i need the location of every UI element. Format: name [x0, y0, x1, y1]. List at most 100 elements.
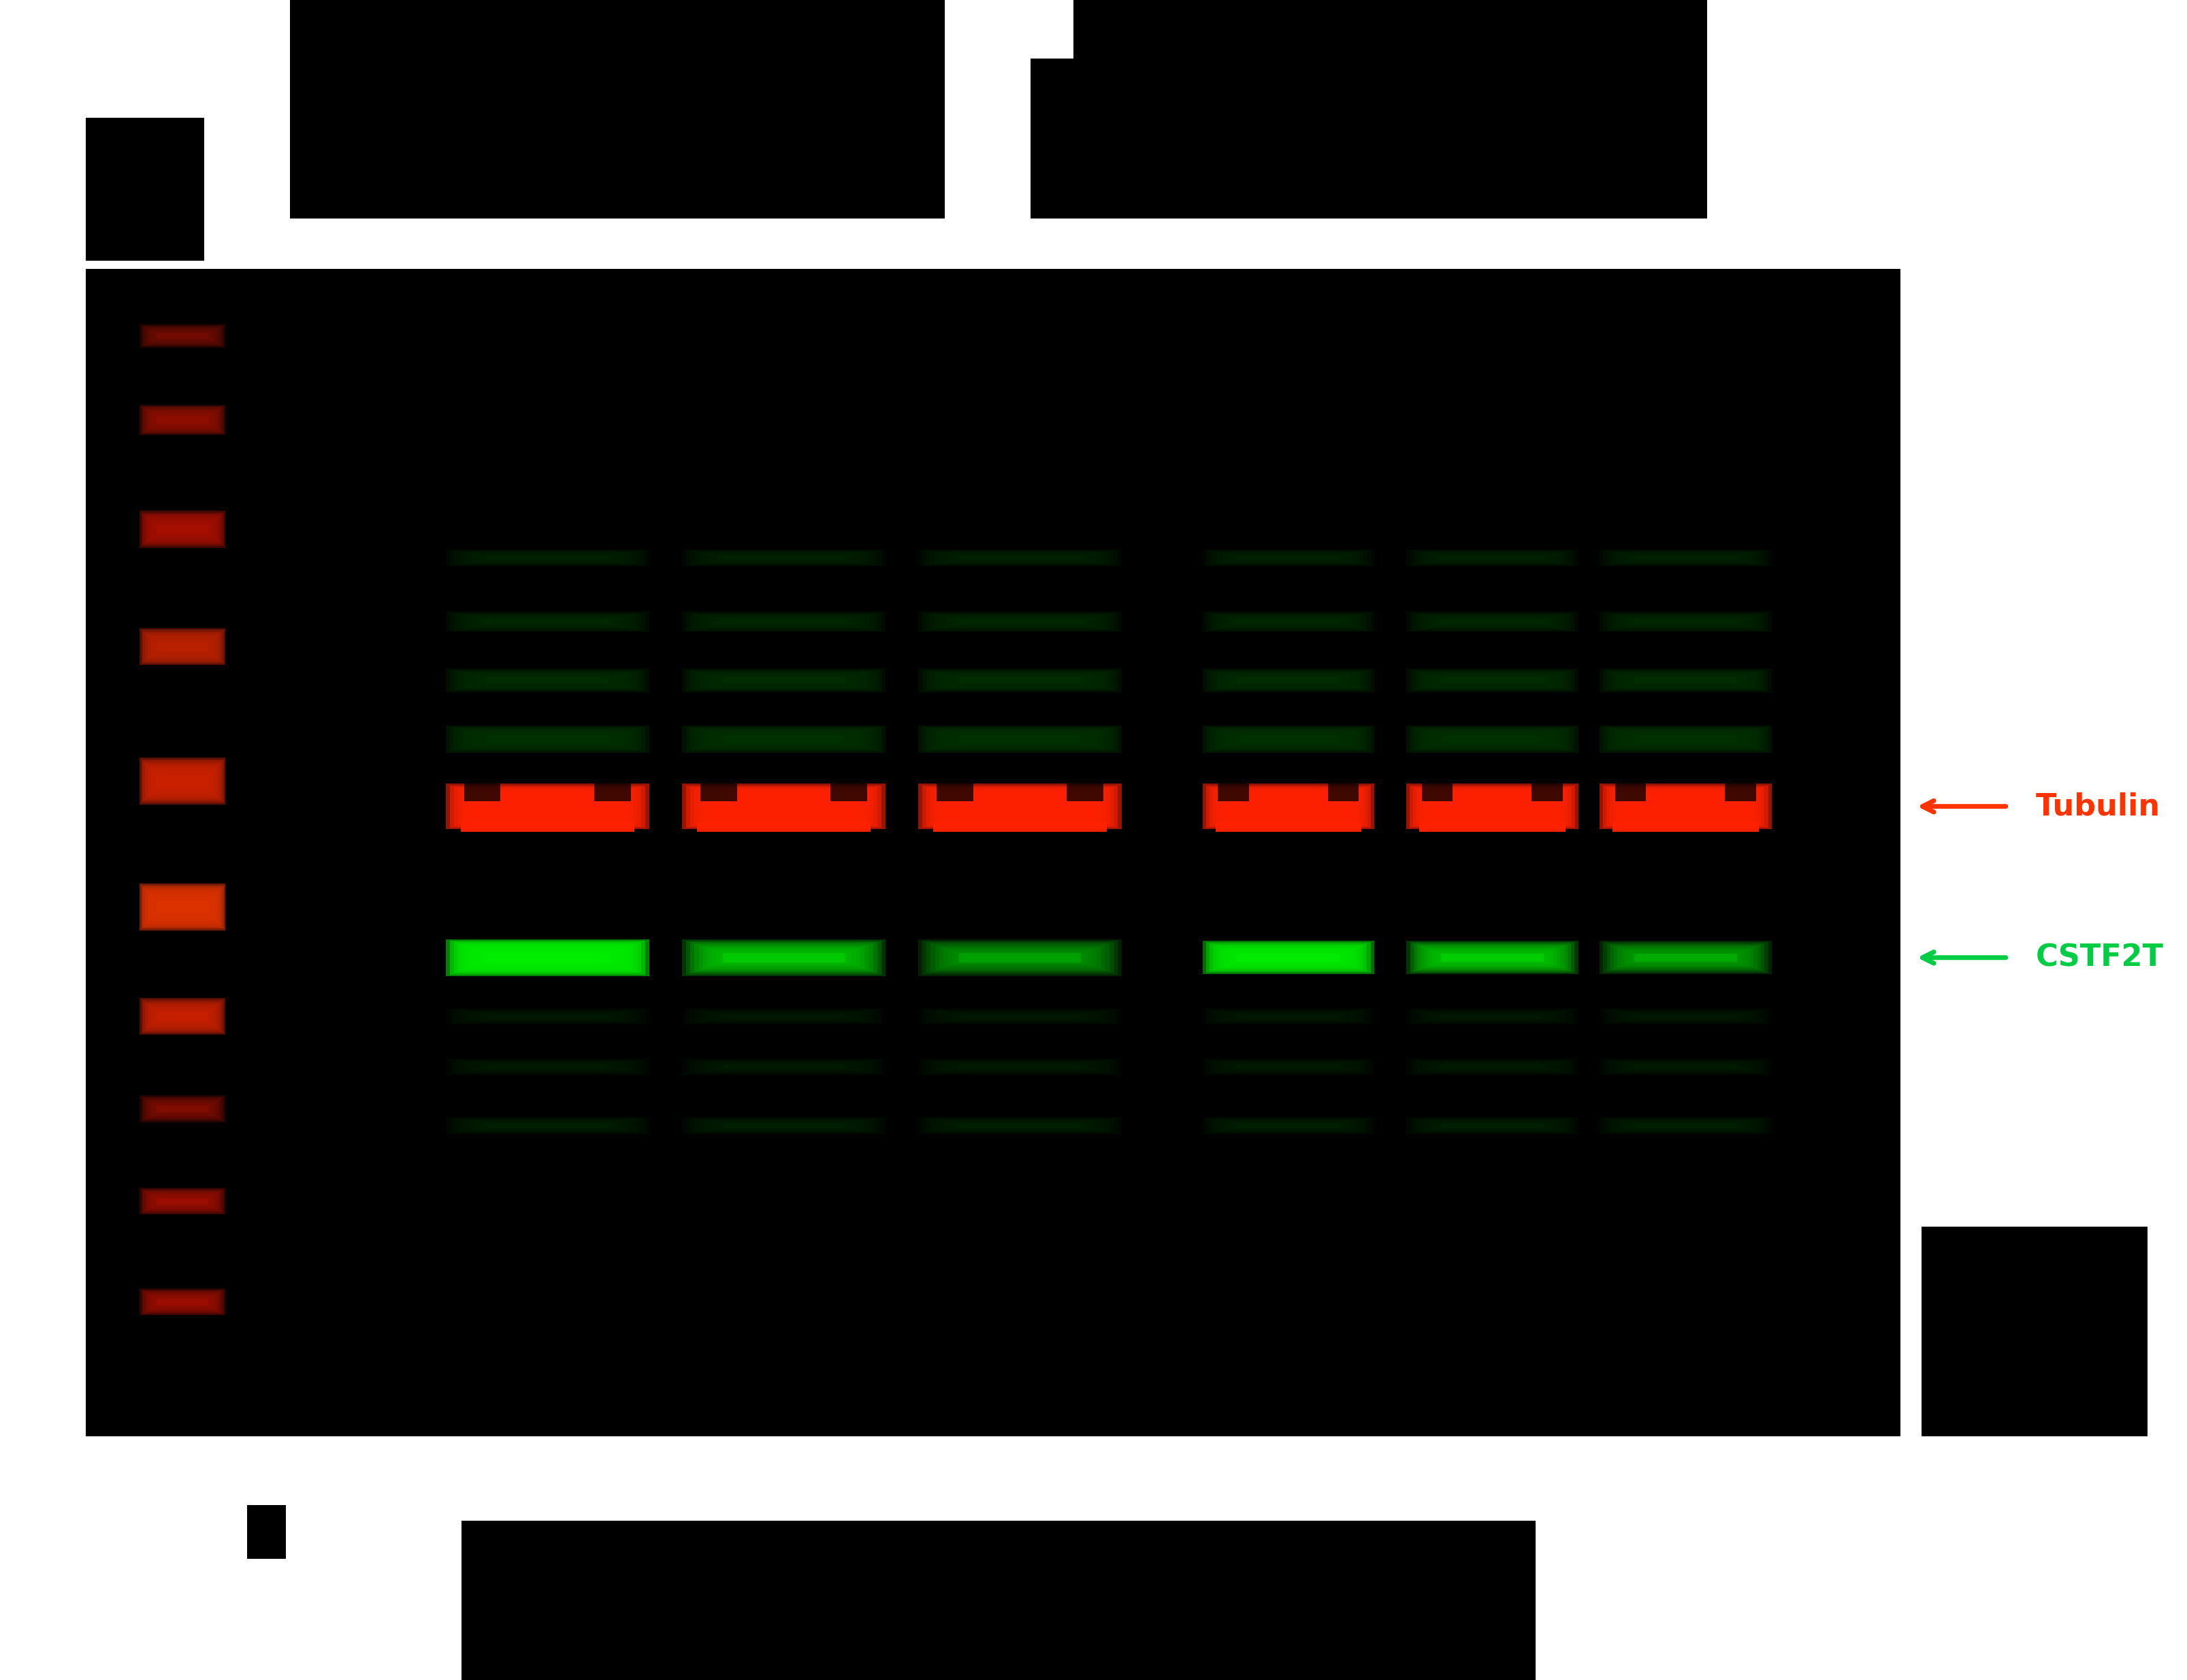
Bar: [1625, 1122, 1747, 1129]
Bar: [1441, 1124, 1544, 1127]
Bar: [247, 1505, 286, 1559]
Bar: [486, 736, 608, 743]
Bar: [695, 672, 873, 689]
Bar: [724, 1065, 844, 1068]
Bar: [144, 408, 221, 432]
Bar: [722, 556, 844, 559]
Bar: [936, 1011, 1104, 1021]
Bar: [1632, 1015, 1739, 1018]
Bar: [695, 944, 873, 971]
Bar: [140, 998, 225, 1035]
Bar: [1638, 800, 1734, 813]
Bar: [470, 732, 623, 746]
Bar: [706, 793, 862, 820]
Bar: [1603, 670, 1767, 690]
Bar: [492, 620, 604, 622]
Bar: [1428, 617, 1557, 627]
Bar: [923, 941, 1118, 974]
Bar: [1448, 801, 1537, 811]
Bar: [1634, 1065, 1736, 1068]
Bar: [720, 1015, 849, 1018]
Bar: [1216, 615, 1360, 628]
Bar: [1225, 1122, 1354, 1131]
Bar: [1614, 672, 1756, 689]
Bar: [1227, 618, 1349, 627]
Bar: [153, 522, 212, 536]
Bar: [144, 1292, 221, 1312]
Bar: [446, 1058, 650, 1075]
Bar: [706, 1011, 859, 1020]
Bar: [1406, 941, 1579, 974]
Bar: [1623, 795, 1747, 818]
Bar: [1616, 791, 1754, 822]
Bar: [1238, 1124, 1338, 1127]
Bar: [140, 405, 225, 435]
Bar: [927, 727, 1113, 751]
Bar: [1231, 953, 1345, 963]
Bar: [1610, 1119, 1761, 1132]
Text: Tubulin: Tubulin: [2036, 791, 2161, 822]
Bar: [956, 1015, 1085, 1018]
Bar: [488, 954, 608, 961]
Bar: [1632, 1124, 1739, 1127]
Bar: [1612, 823, 1758, 832]
Bar: [1607, 670, 1765, 690]
Bar: [730, 801, 838, 811]
Bar: [1638, 956, 1732, 959]
Bar: [479, 796, 617, 816]
Bar: [715, 1063, 851, 1070]
Bar: [455, 613, 641, 630]
Bar: [1413, 1060, 1570, 1074]
Bar: [722, 618, 844, 623]
Bar: [958, 1065, 1080, 1068]
Bar: [153, 521, 212, 538]
Bar: [464, 615, 632, 628]
Bar: [140, 511, 225, 548]
Bar: [147, 892, 219, 922]
Bar: [483, 1124, 612, 1127]
Bar: [720, 1124, 849, 1127]
Bar: [144, 1191, 221, 1211]
Bar: [1618, 948, 1754, 968]
Bar: [1607, 1119, 1765, 1132]
Bar: [695, 551, 873, 564]
Bar: [1225, 674, 1354, 685]
Bar: [938, 731, 1100, 748]
Bar: [464, 672, 632, 689]
Bar: [956, 798, 1085, 815]
Bar: [475, 1013, 619, 1020]
Bar: [492, 679, 604, 682]
Bar: [466, 1121, 628, 1131]
Bar: [1610, 1010, 1761, 1023]
Bar: [1441, 1124, 1542, 1127]
Bar: [475, 618, 619, 627]
Bar: [1424, 1011, 1559, 1021]
Bar: [702, 1121, 864, 1131]
Bar: [715, 1013, 851, 1020]
Bar: [1618, 1062, 1754, 1072]
Bar: [1216, 1011, 1360, 1021]
Bar: [682, 1008, 886, 1025]
Bar: [1231, 734, 1345, 744]
Bar: [1225, 1063, 1354, 1072]
Bar: [1599, 549, 1771, 566]
Bar: [1435, 618, 1551, 625]
Bar: [1599, 783, 1771, 828]
Bar: [1428, 554, 1557, 561]
Bar: [470, 617, 623, 627]
Bar: [1417, 944, 1568, 971]
Bar: [1406, 1058, 1579, 1075]
Bar: [1603, 1058, 1767, 1075]
Bar: [1238, 620, 1338, 623]
Bar: [1424, 791, 1562, 822]
Bar: [698, 790, 870, 823]
Bar: [927, 613, 1113, 630]
Bar: [1424, 674, 1559, 687]
Bar: [464, 1062, 632, 1072]
Bar: [956, 618, 1085, 623]
Bar: [1422, 553, 1564, 563]
Bar: [157, 900, 208, 914]
Bar: [151, 412, 214, 427]
Bar: [1209, 1010, 1367, 1023]
Bar: [1231, 1063, 1345, 1070]
